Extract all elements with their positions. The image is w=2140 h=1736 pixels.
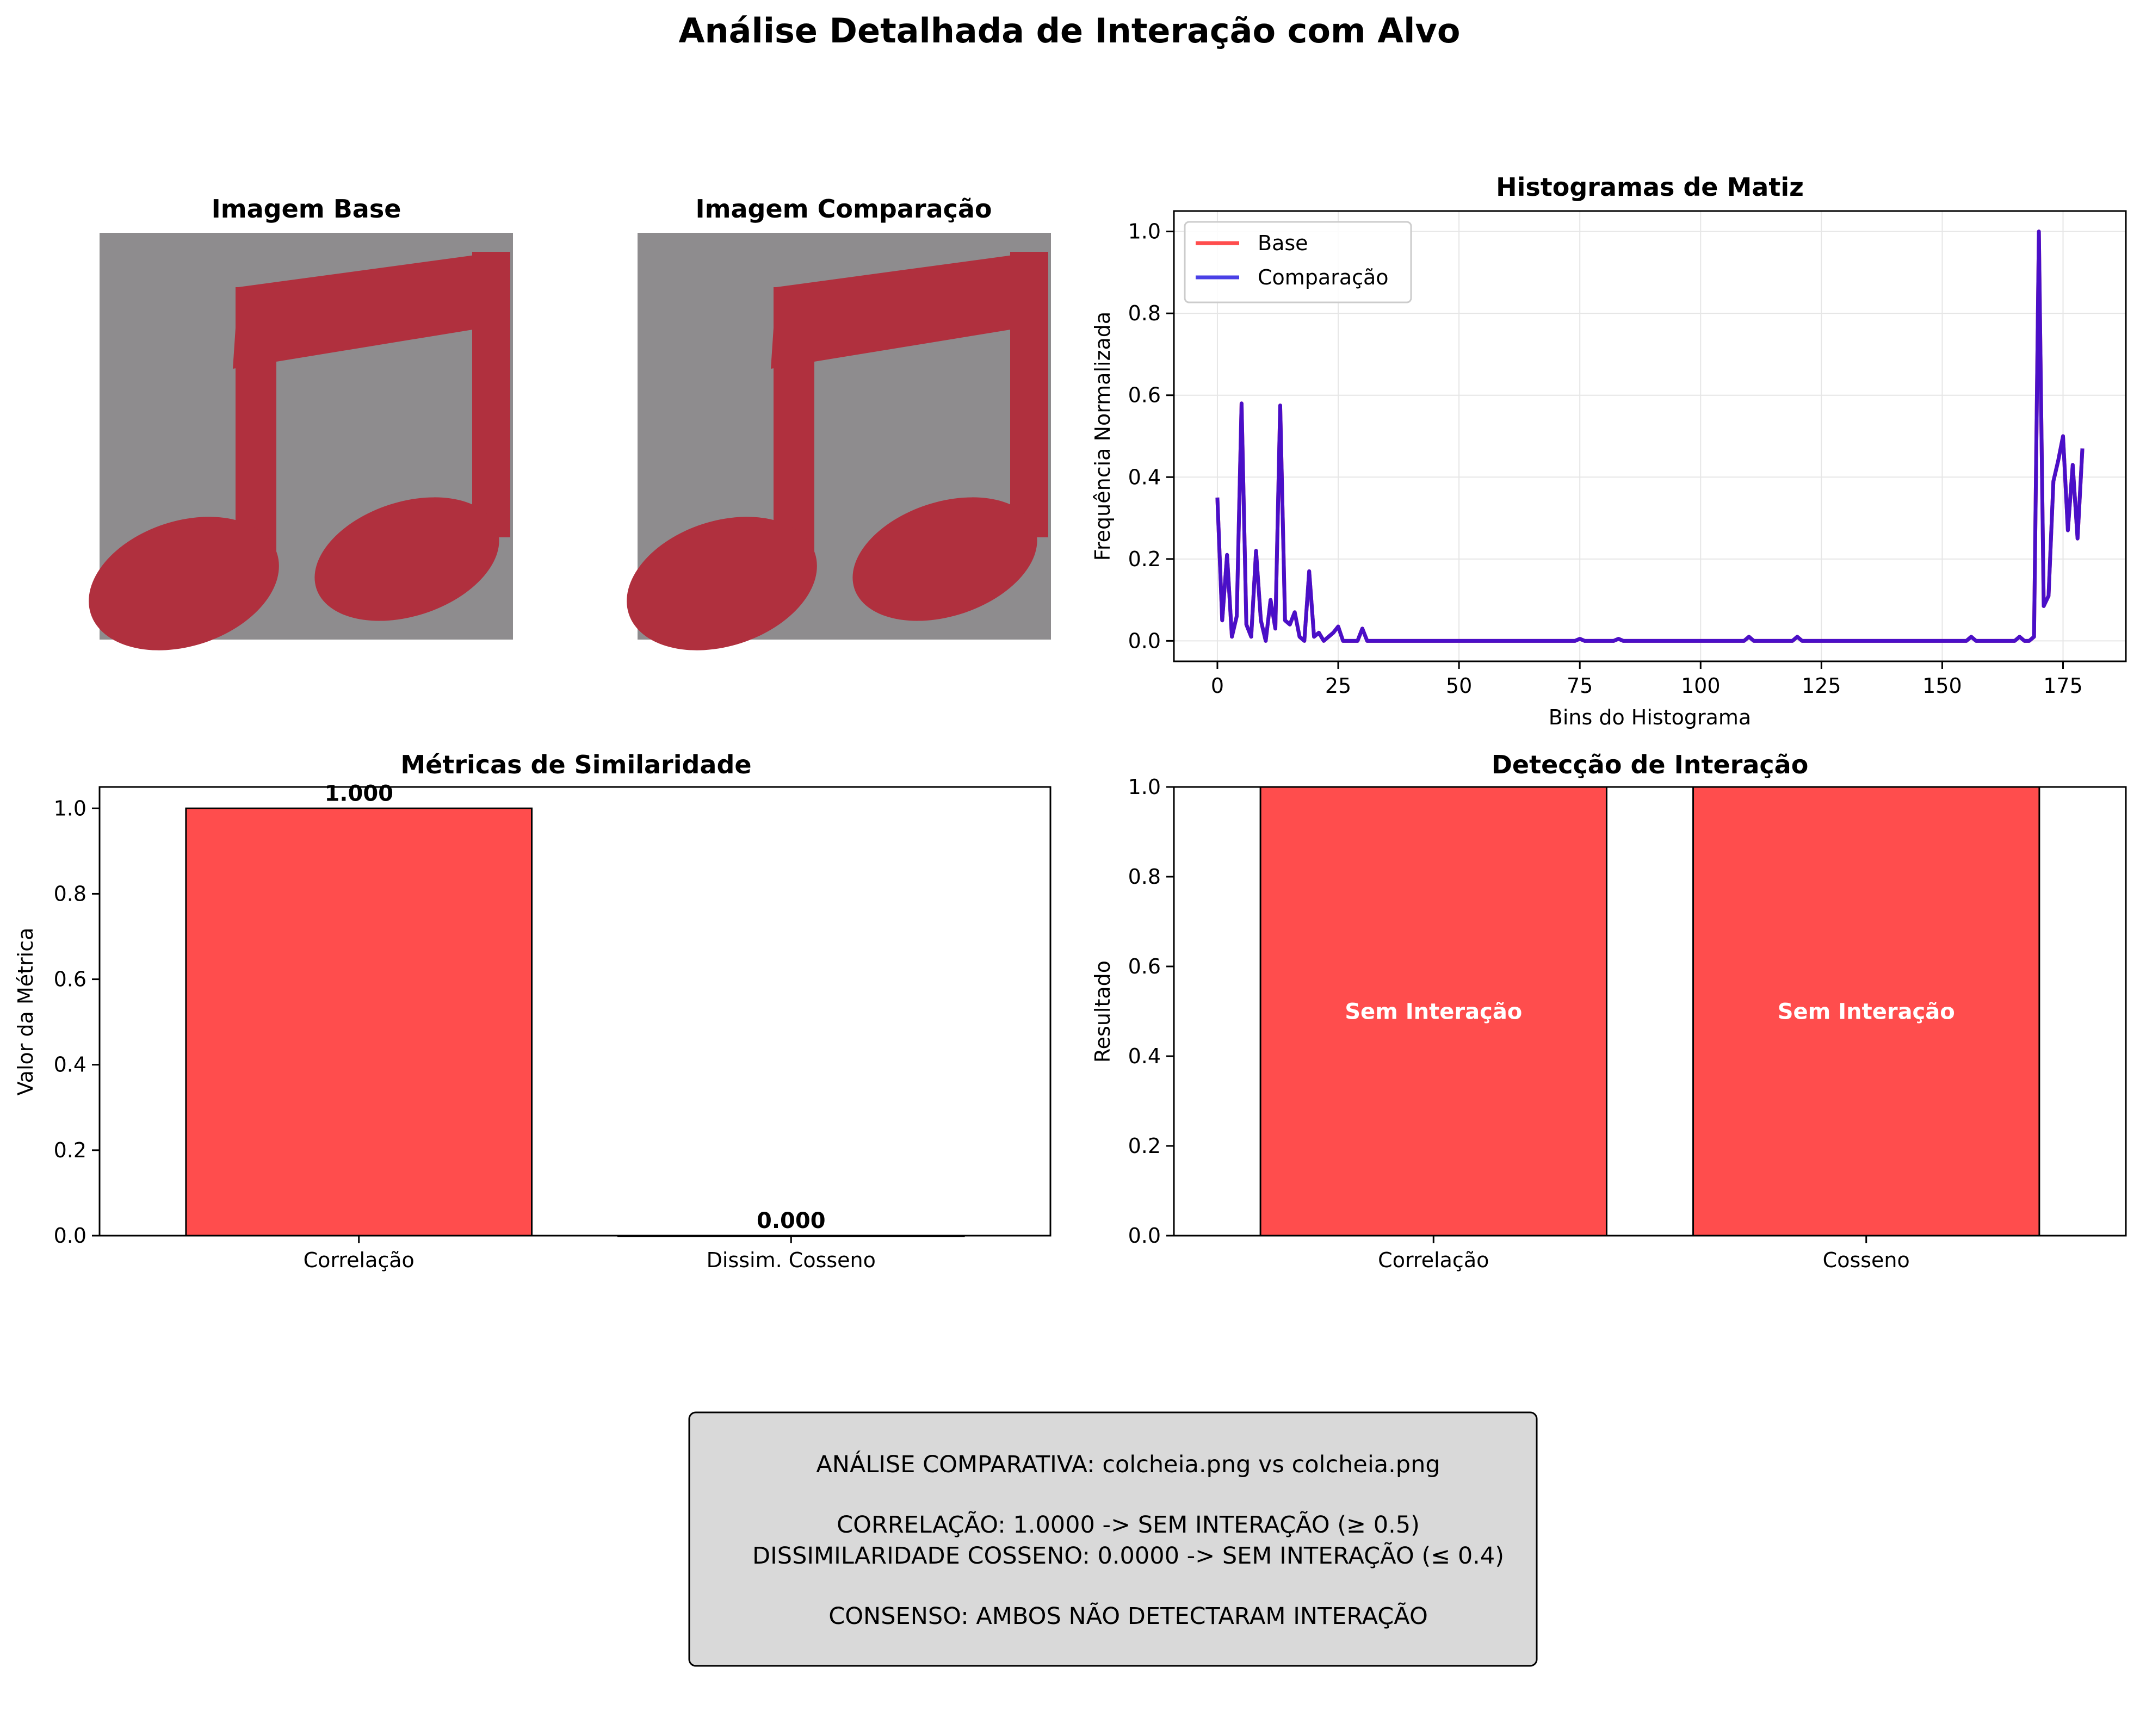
histogram-xtick-label: 50: [1446, 674, 1472, 698]
metrics-ytick-label: 0.0: [54, 1224, 86, 1248]
image-title-comparison: Imagem Comparação: [695, 194, 992, 224]
metrics-ytick-label: 0.4: [54, 1053, 86, 1077]
detection-bar-label: Sem Interação: [1345, 1000, 1522, 1025]
histogram-xtick-label: 125: [1802, 674, 1841, 698]
detection-ytick-label: 0.2: [1128, 1134, 1161, 1158]
metrics-ytick-label: 0.6: [54, 968, 86, 991]
detection-category-label: Correlação: [1378, 1248, 1489, 1272]
histogram-xtick-label: 175: [2043, 674, 2083, 698]
metrics-ytick-label: 0.8: [54, 882, 86, 906]
image-panel-base: Imagem Base: [89, 194, 513, 650]
summary-line-6: CONSENSO: AMBOS NÃO DETECTARAM INTERAÇÃO: [828, 1602, 1428, 1630]
image-title-base: Imagem Base: [212, 194, 401, 224]
histogram-xlabel: Bins do Histograma: [1549, 705, 1751, 729]
histogram-series-comparison: [1215, 230, 2085, 643]
interaction-detection-chart: Detecção de Interação Sem Interação Sem I…: [1091, 750, 2127, 1272]
legend-box: [1184, 221, 1412, 303]
metrics-plot-frame: [98, 786, 1052, 1237]
detection-ytick-label: 0.0: [1128, 1224, 1161, 1248]
metrics-title: Métricas de Similaridade: [400, 750, 751, 779]
figure-title: Análise Detalhada de Interação com Alvo: [679, 11, 1461, 51]
histogram-title: Histogramas de Matiz: [1496, 172, 1804, 202]
similarity-metrics-chart: Métricas de Similaridade 1.000 0.000 Corr…: [14, 750, 1052, 1272]
summary-box: ANÁLISE COMPARATIVA: colcheia.png vs col…: [688, 1411, 1538, 1667]
metrics-bar-label: 1.000: [324, 781, 393, 806]
image-panel-comparison: Imagem Comparação: [627, 194, 1051, 650]
histogram-ylabel: Frequência Normalizada: [1091, 312, 1115, 561]
legend-label-base: Base: [1258, 231, 1308, 255]
metrics-ytick-label: 1.0: [54, 796, 86, 820]
music-note-image-base: [89, 233, 513, 650]
summary-line-1: ANÁLISE COMPARATIVA: colcheia.png vs col…: [816, 1450, 1440, 1478]
histogram-ytick-label: 0.8: [1128, 301, 1161, 325]
metrics-bar: [185, 807, 533, 1237]
histogram-ytick-label: 0.6: [1128, 383, 1161, 407]
hue-histogram-chart: Histogramas de Matiz 0 25 50 75 100 125 150 175…: [1091, 172, 2127, 729]
detection-plot-frame: [1173, 786, 2127, 1237]
detection-ytick-label: 0.4: [1128, 1044, 1161, 1068]
histogram-ytick-label: 0.0: [1128, 629, 1161, 653]
detection-bar: [1259, 786, 1607, 1237]
histogram-ytick-label: 0.4: [1128, 465, 1161, 489]
metrics-category-label: Correlação: [304, 1248, 415, 1272]
detection-ytick-label: 0.6: [1128, 954, 1161, 978]
histogram-ytick-label: 0.2: [1128, 547, 1161, 571]
detection-ylabel: Resultado: [1091, 960, 1115, 1063]
histogram-ytick-label: 1.0: [1128, 220, 1161, 244]
histogram-xtick-label: 150: [1922, 674, 1962, 698]
detection-bar: [1692, 786, 2040, 1237]
histogram-xtick-label: 0: [1211, 674, 1224, 698]
histogram-xtick-label: 75: [1567, 674, 1593, 698]
summary-box-background: [688, 1411, 1538, 1667]
detection-category-label: Cosseno: [1823, 1248, 1910, 1272]
metrics-bar-label: 0.000: [757, 1208, 826, 1233]
metrics-ytick-label: 0.2: [54, 1138, 86, 1162]
histogram-xtick-label: 100: [1681, 674, 1721, 698]
detection-ytick-label: 0.8: [1128, 865, 1161, 889]
metrics-category-label: Dissim. Cosseno: [707, 1248, 876, 1272]
summary-line-3: CORRELAÇÃO: 1.0000 -> SEM INTERAÇÃO (≥ 0…: [837, 1511, 1420, 1539]
metrics-ylabel: Valor da Métrica: [14, 928, 38, 1096]
summary-line-4: DISSIMILARIDADE COSSENO: 0.0000 -> SEM I…: [752, 1542, 1504, 1570]
legend-label-comparison: Comparação: [1258, 265, 1389, 289]
detection-ytick-label: 1.0: [1128, 775, 1161, 799]
detection-title: Detecção de Interação: [1492, 750, 1809, 779]
histogram-xtick-label: 25: [1325, 674, 1351, 698]
histogram-plot-frame: [1173, 210, 2127, 662]
music-note-image-comparison: [627, 233, 1051, 650]
histogram-legend: Base Comparação: [1184, 221, 1412, 303]
detection-bar-label: Sem Interação: [1778, 1000, 1955, 1025]
